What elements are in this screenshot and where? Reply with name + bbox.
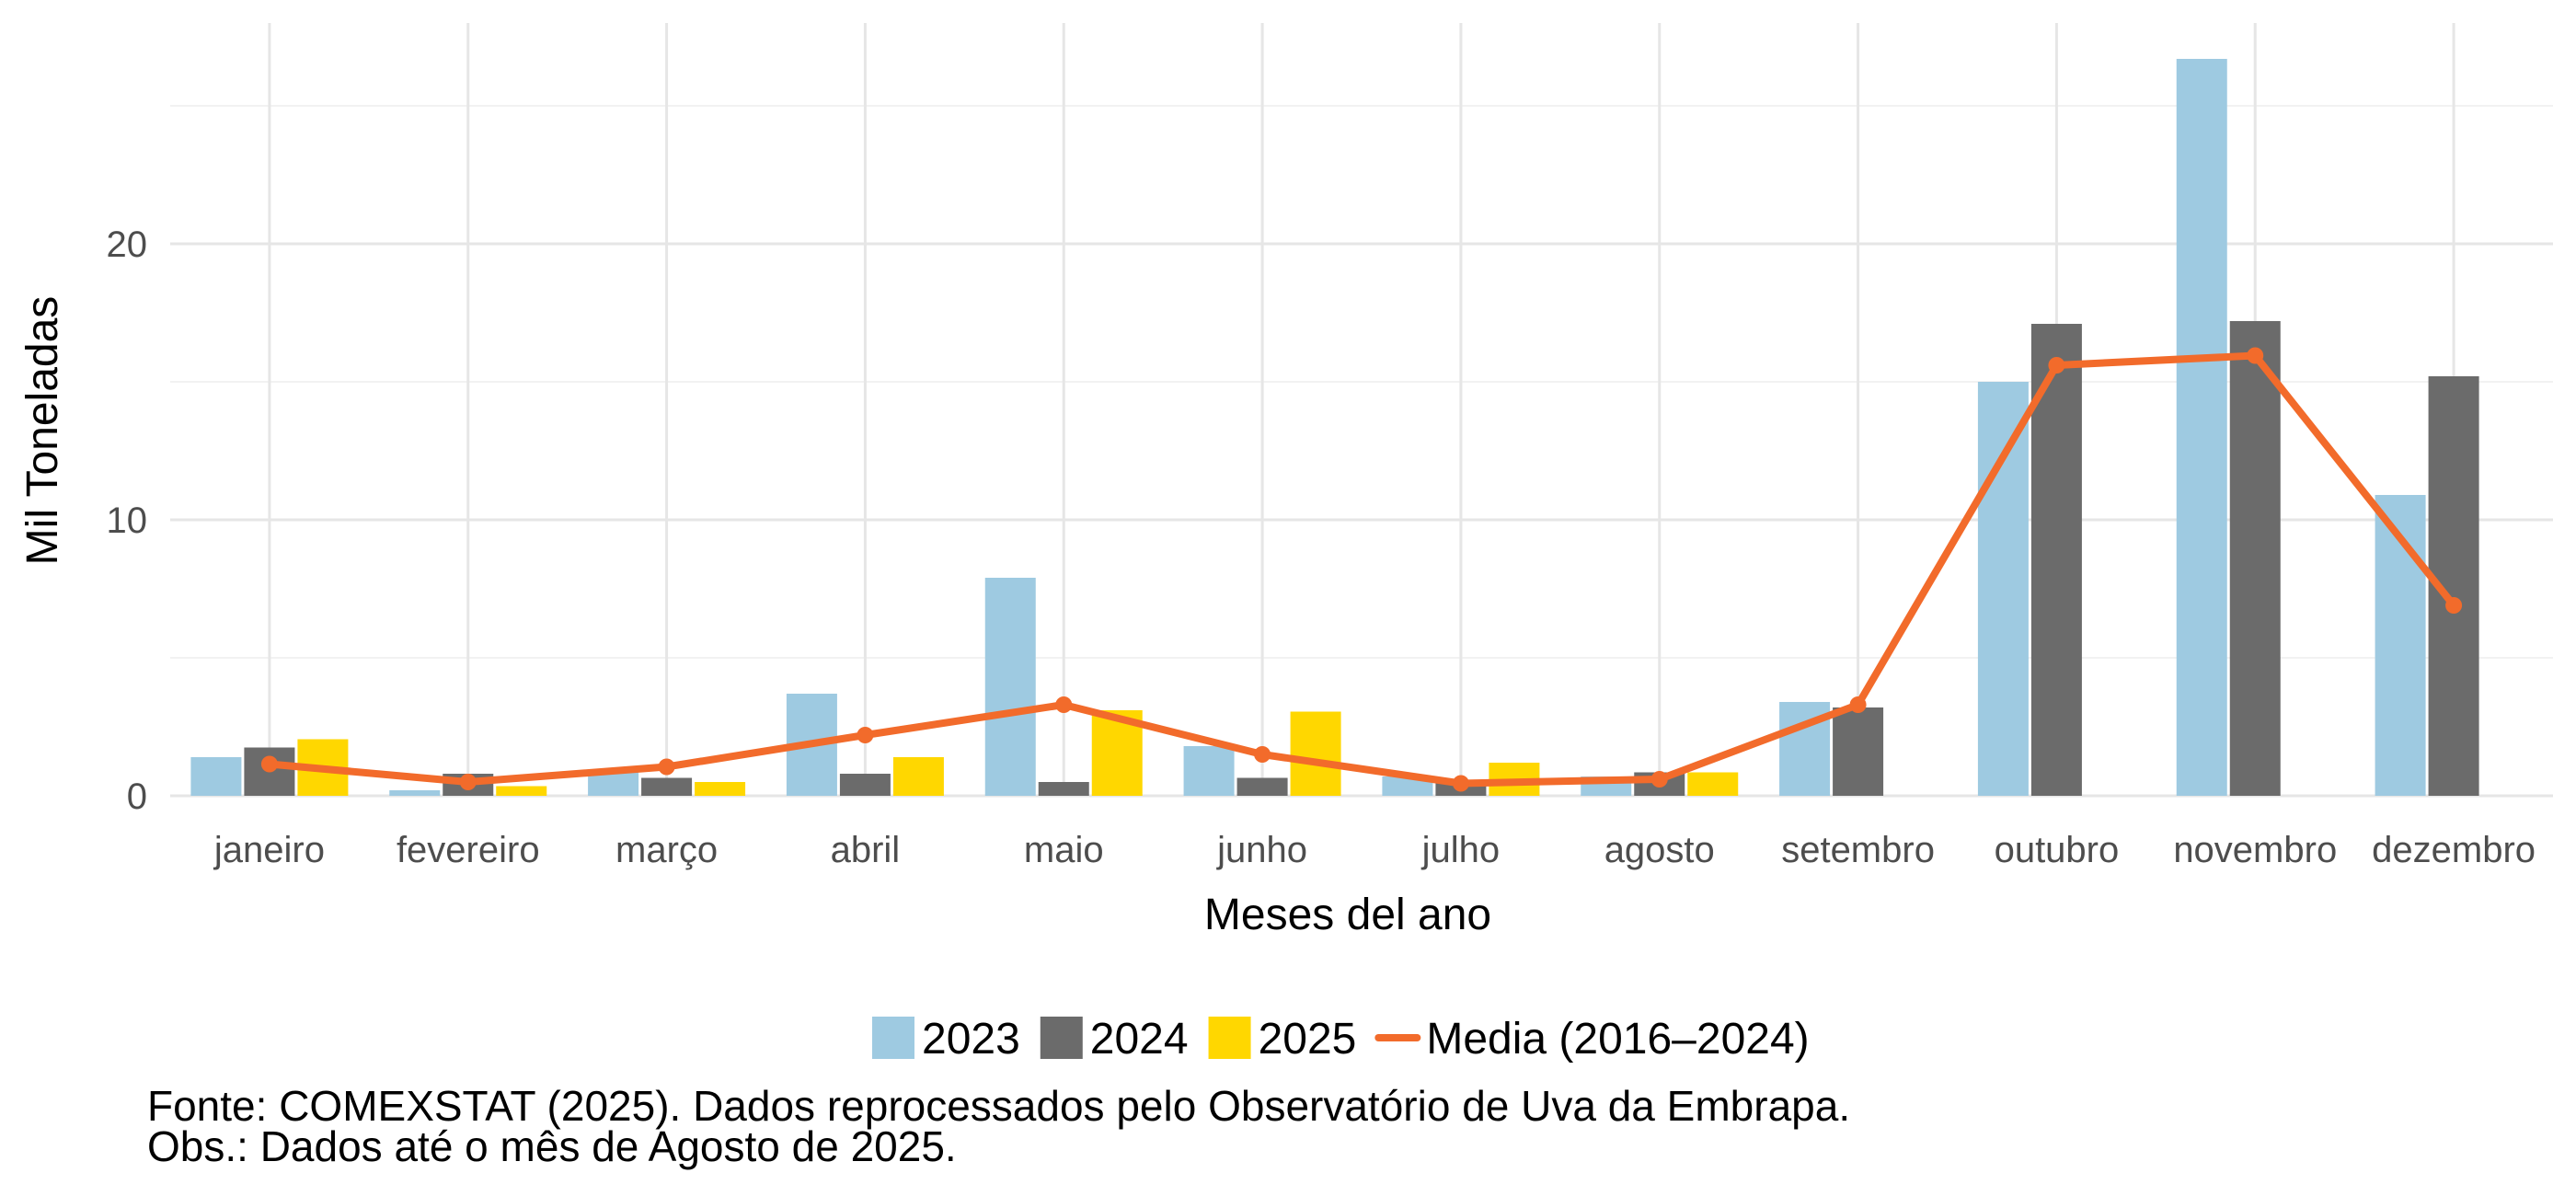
bar-2023-junho (1183, 746, 1235, 796)
bar-2023-janeiro (190, 757, 242, 796)
legend-key-2025 (1208, 1017, 1251, 1059)
line-series-mean (265, 351, 2458, 788)
x-tick-label-julho: julho (1421, 830, 1501, 870)
bar-2025-fevereiro (496, 786, 547, 796)
bar-2024-abril (839, 774, 891, 796)
bar-2025-agosto (1687, 772, 1739, 796)
x-tick-label-fevereiro: fevereiro (397, 830, 540, 870)
bar-2023-maio (984, 578, 1036, 796)
bar-2023-dezembro (2375, 495, 2426, 796)
bar-2023-julho (1382, 776, 1433, 796)
legend-key-2024 (1040, 1017, 1083, 1059)
bar-2025-março (695, 782, 746, 796)
bar-2024-junho (1236, 777, 1288, 796)
bar-2025-junho (1290, 711, 1341, 796)
x-tick-label-dezembro: dezembro (2372, 830, 2536, 870)
line-point-fevereiro (459, 774, 477, 790)
x-tick-label-novembro: novembro (2173, 830, 2337, 870)
legend-key-2023 (872, 1017, 914, 1059)
x-tick-label-março: março (615, 830, 718, 870)
y-tick-label: 0 (127, 776, 147, 817)
legend-label-2025: 2025 (1259, 1015, 1357, 1064)
x-tick-label-setembro: setembro (1781, 830, 1935, 870)
legend-label-2023: 2023 (922, 1015, 1020, 1064)
legend: 2023 2024 2025 Media (2016–2024) (872, 1015, 1810, 1064)
caption-source: Fonte: COMEXSTAT (2025). Dados reprocess… (147, 1082, 1850, 1130)
bar-2024-março (641, 777, 693, 796)
line-point-janeiro (260, 755, 278, 773)
line-point-abril (857, 727, 874, 743)
y-tick-label: 20 (107, 224, 148, 265)
bar-2024-novembro (2229, 321, 2281, 796)
x-axis-title: Meses del ano (1204, 891, 1491, 939)
line-point-março (658, 758, 675, 776)
bar-2024-maio (1038, 782, 1089, 796)
line-point-junho (1254, 746, 1271, 763)
y-axis-title: Mil Toneladas (18, 296, 67, 566)
bar-2024-outubro (2030, 324, 2082, 796)
line-point-julho (1452, 775, 1469, 792)
bar-2023-novembro (2176, 59, 2227, 796)
bars (190, 59, 2479, 796)
bar-2023-fevereiro (389, 790, 441, 796)
x-tick-label-junho: junho (1216, 830, 1307, 870)
y-tick-label: 10 (107, 500, 148, 541)
bar-2024-setembro (1833, 707, 1884, 796)
x-tick-label-janeiro: janeiro (213, 830, 325, 870)
caption-note: Obs.: Dados até o mês de Agosto de 2025. (147, 1122, 957, 1170)
line-point-outubro (2048, 357, 2065, 374)
bar-2023-outubro (1977, 382, 2029, 796)
line-point-agosto (1650, 771, 1668, 788)
legend-label-Media (2016–2024): Media (2016–2024) (1426, 1015, 1809, 1064)
bar-2025-abril (892, 757, 944, 796)
x-tick-label-abril: abril (831, 830, 901, 870)
mean-line (260, 347, 2463, 792)
line-point-novembro (2247, 347, 2264, 364)
x-tick-label-agosto: agosto (1604, 830, 1715, 870)
x-tick-label-maio: maio (1024, 830, 1104, 870)
line-point-setembro (1849, 696, 1867, 713)
line-point-maio (1055, 696, 1073, 713)
legend-label-2024: 2024 (1090, 1015, 1189, 1064)
line-point-dezembro (2445, 597, 2463, 614)
x-tick-label-outubro: outubro (1995, 830, 2120, 870)
axes: 0 10 20 janeiro fevereiro março abril maio junho… (107, 224, 2536, 870)
